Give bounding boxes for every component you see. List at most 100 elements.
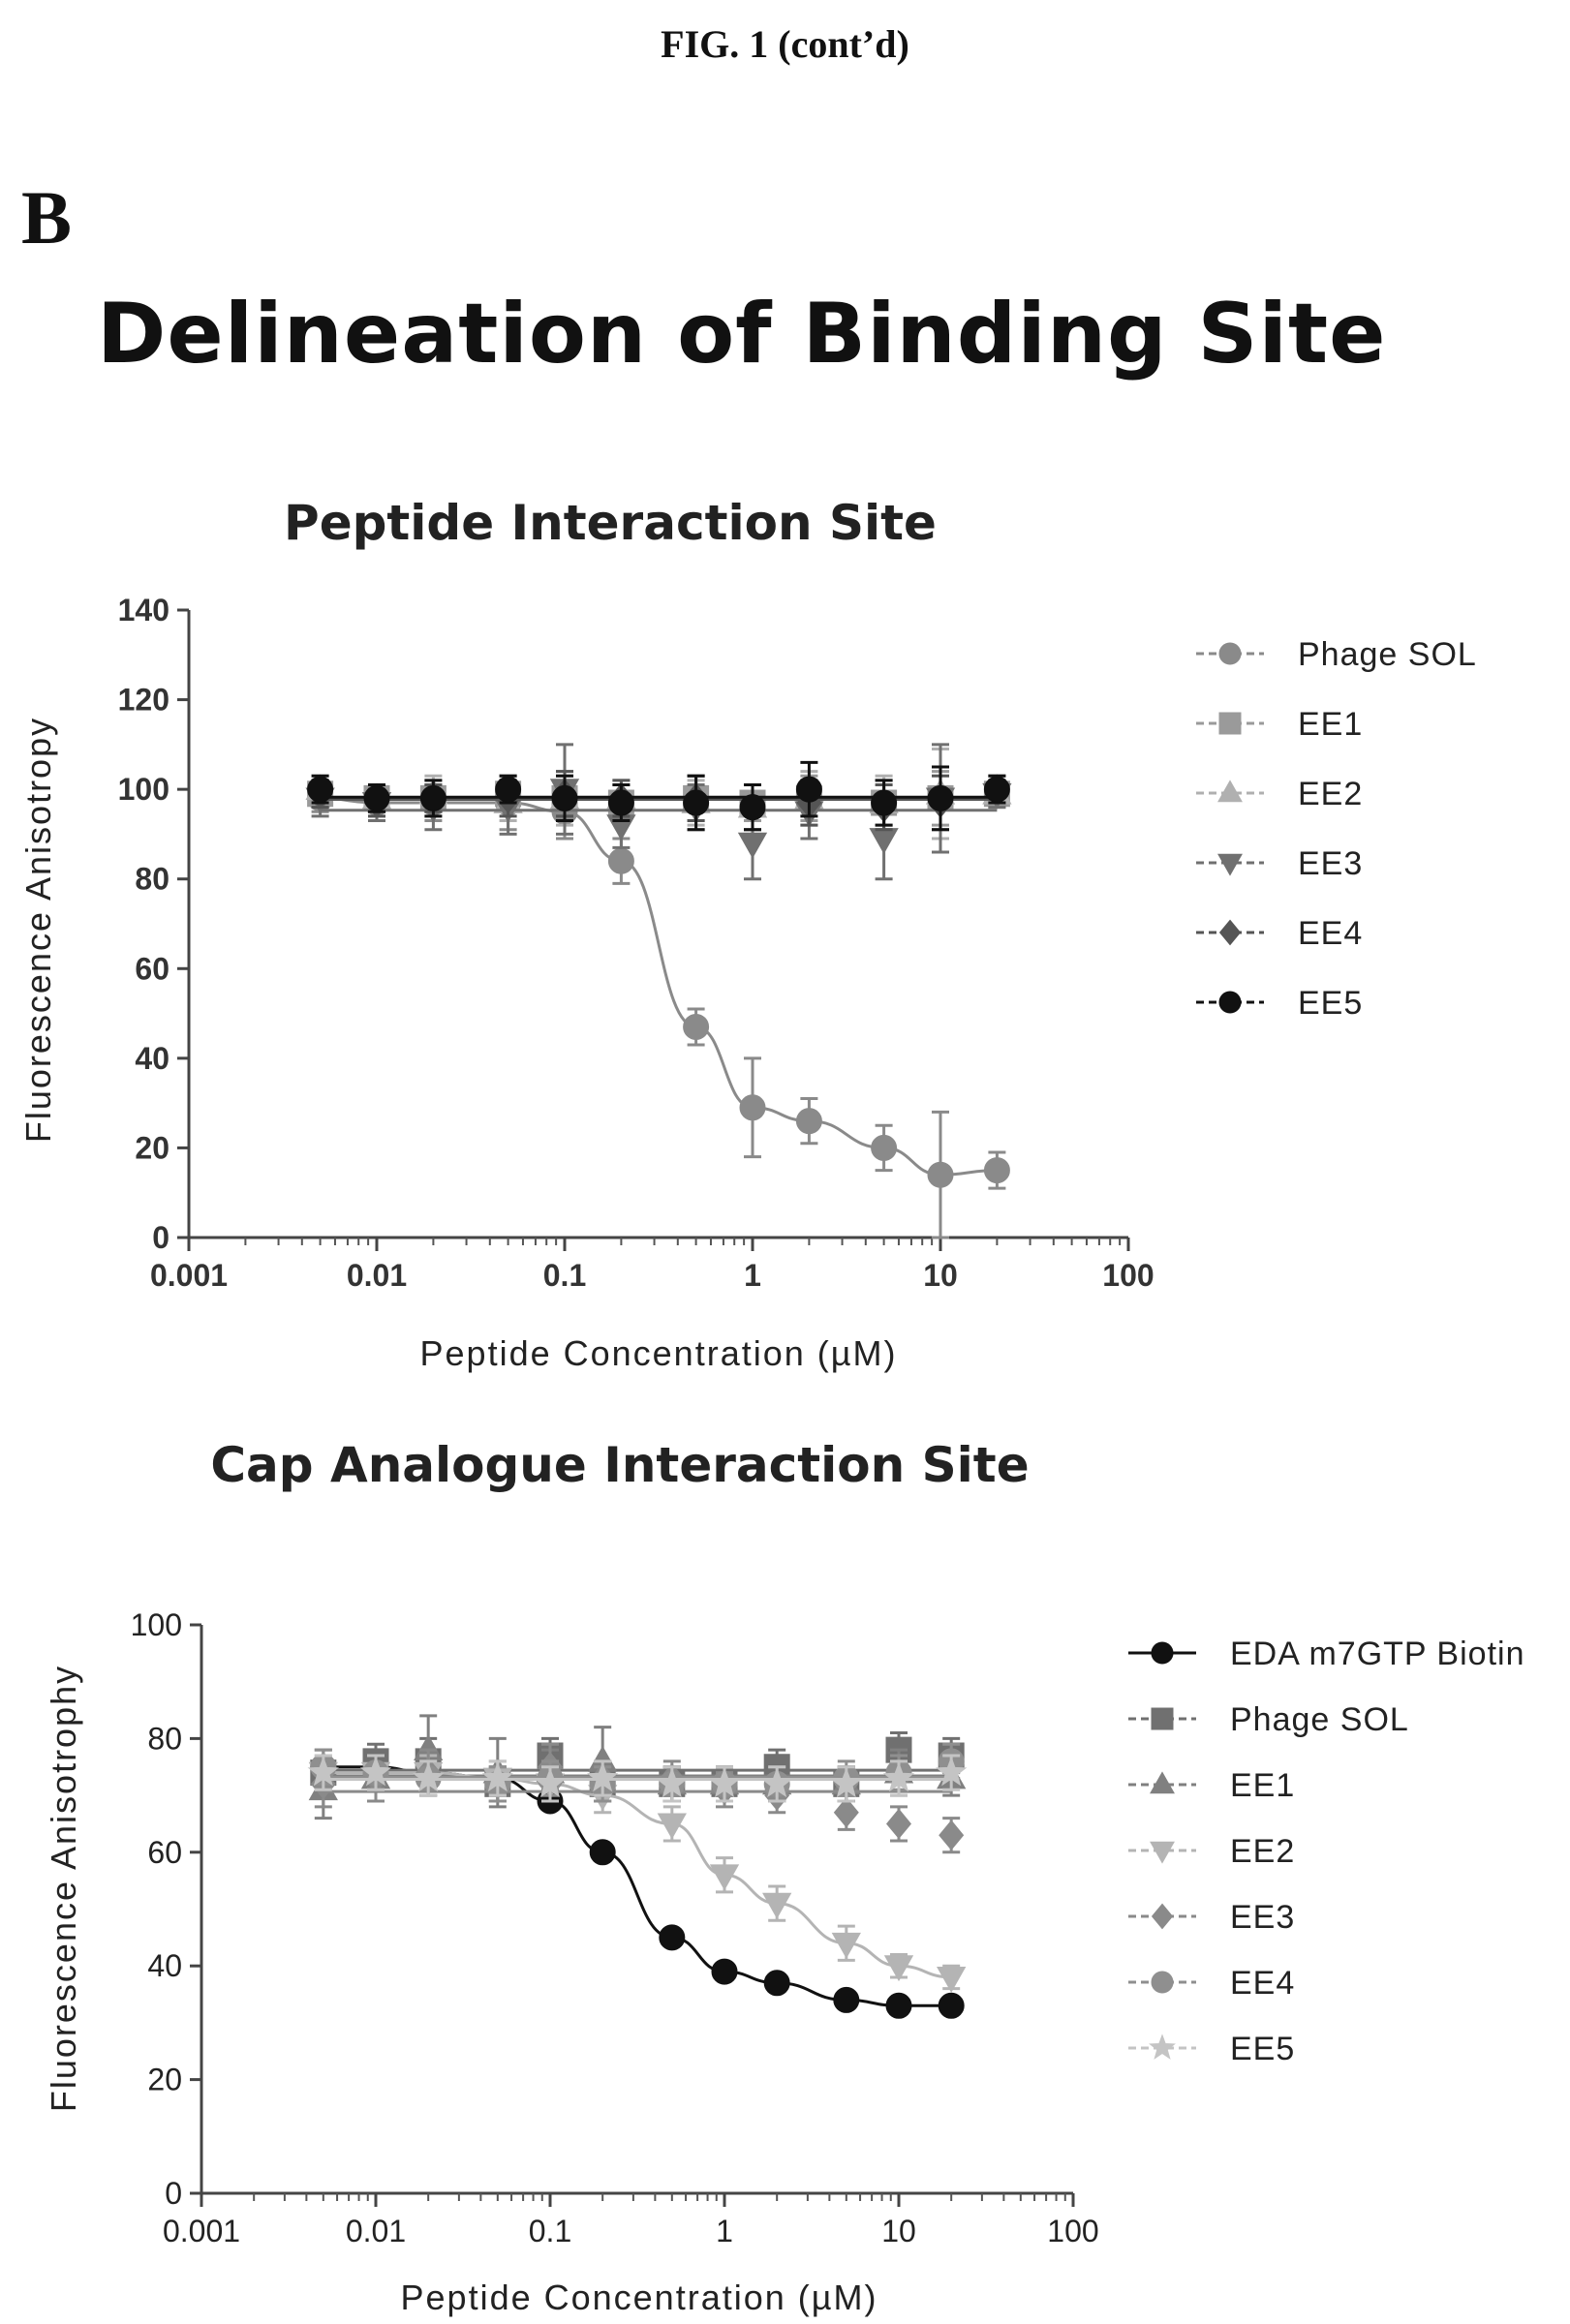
- series-ee5: [307, 1754, 968, 1803]
- data-point: [763, 1970, 790, 1997]
- data-point: [935, 1756, 968, 1787]
- data-point: [481, 1761, 514, 1792]
- x-axis-label: Peptide Concentration (µM): [401, 2278, 878, 2317]
- data-point: [830, 1767, 863, 1798]
- data-point: [983, 776, 1010, 803]
- data-point: [586, 1761, 619, 1792]
- y-axis-label: Fluorescence Anisotropy: [18, 717, 58, 1143]
- data-point: [589, 1839, 616, 1866]
- data-point: [607, 789, 634, 816]
- legend-item: EE2: [1196, 776, 1363, 812]
- legend-item: EE5: [1196, 985, 1363, 1022]
- y-tick-label: 40: [147, 1948, 182, 1983]
- figure-label: FIG. 1 (cont’d): [661, 22, 909, 66]
- data-point: [534, 1767, 567, 1798]
- data-point: [833, 1986, 860, 2013]
- series-ee3: [310, 1742, 965, 1854]
- legend-marker: [1151, 1903, 1174, 1930]
- legend-label: EE5: [1298, 985, 1363, 1022]
- y-tick-label: 120: [118, 683, 169, 718]
- legend-item: EE2: [1128, 1833, 1295, 1870]
- chart-title: Peptide Interaction Site: [284, 495, 937, 551]
- legend-item: EE1: [1196, 706, 1363, 743]
- peptide-interaction-chart: Peptide Interaction Site 0 20 40 60 80 100 120…: [18, 495, 1476, 1373]
- x-tick-label: 0.001: [150, 1258, 228, 1293]
- legend-label: EE1: [1298, 706, 1363, 743]
- x-tick-label: 0.001: [163, 2214, 240, 2248]
- legend-item: EE4: [1128, 1965, 1295, 2002]
- data-point: [495, 776, 522, 803]
- data-point: [927, 784, 954, 811]
- x-tick-label: 10: [881, 2214, 916, 2248]
- data-point: [551, 784, 578, 811]
- legend-marker: [1218, 991, 1242, 1014]
- legend-marker: [1150, 1841, 1175, 1864]
- legend-label: Phage SOL: [1230, 1701, 1409, 1738]
- data-point: [871, 1134, 898, 1161]
- legend-label: EE5: [1230, 2031, 1295, 2067]
- legend-label: EE1: [1230, 1767, 1295, 1804]
- y-tick-label: 80: [135, 862, 169, 897]
- legend-label: EE3: [1298, 845, 1363, 882]
- data-point: [711, 1958, 738, 1985]
- x-tick-label: 0.1: [543, 1258, 586, 1293]
- legend-label: EE2: [1230, 1833, 1295, 1870]
- y-tick-label: 20: [135, 1130, 169, 1165]
- x-axis-label: Peptide Concentration (µM): [420, 1333, 898, 1373]
- y-tick-label: 100: [131, 1607, 182, 1642]
- data-point: [886, 1808, 911, 1840]
- data-point: [885, 1992, 912, 2019]
- data-point: [939, 1819, 965, 1850]
- fit-line: [323, 1765, 952, 2007]
- legend-marker: [1149, 2034, 1176, 2060]
- data-point: [938, 1992, 965, 2019]
- series-eda-m7gtp-biotin: [310, 1754, 965, 2019]
- data-point: [762, 1892, 792, 1919]
- data-point: [831, 1932, 861, 1959]
- data-point: [307, 776, 334, 803]
- legend-marker: [1151, 1707, 1174, 1730]
- series-ee1: [308, 1714, 967, 1820]
- data-point: [927, 1161, 954, 1188]
- series-ee3: [305, 743, 1012, 881]
- x-tick-label: 0.01: [346, 2214, 406, 2248]
- data-point: [363, 784, 390, 811]
- series-ee2: [305, 747, 1012, 841]
- legend-item: EE3: [1128, 1899, 1294, 1936]
- data-point: [737, 832, 768, 859]
- legend-item: EE1: [1128, 1767, 1295, 1804]
- x-tick-label: 100: [1102, 1258, 1154, 1293]
- data-point: [795, 776, 822, 803]
- y-tick-label: 20: [147, 2063, 182, 2097]
- y-tick-label: 100: [118, 772, 169, 807]
- legend-marker: [1150, 1771, 1175, 1794]
- data-point: [833, 1796, 859, 1828]
- y-tick-label: 60: [147, 1835, 182, 1870]
- legend-item: EE3: [1196, 845, 1363, 882]
- legend-marker: [1218, 919, 1242, 946]
- x-tick-label: 1: [744, 1258, 761, 1293]
- data-point: [656, 1767, 689, 1798]
- x-tick-label: 100: [1047, 2214, 1098, 2248]
- x-tick-label: 0.1: [529, 2214, 571, 2248]
- x-tick-label: 10: [923, 1258, 958, 1293]
- panel-letter: B: [21, 175, 73, 260]
- data-point: [607, 847, 634, 874]
- data-point: [871, 789, 898, 816]
- legend-label: EE4: [1230, 1965, 1295, 2002]
- y-axis-label: Fluorescence Anisotrophy: [44, 1665, 83, 2112]
- legend-marker: [1151, 1641, 1174, 1665]
- y-tick-label: 60: [135, 951, 169, 986]
- legend-marker: [1217, 780, 1243, 803]
- series-ee4: [307, 770, 1010, 832]
- y-tick-label: 140: [118, 593, 169, 627]
- y-tick-label: 0: [152, 1220, 169, 1255]
- data-point: [657, 1813, 687, 1840]
- series-ee5: [307, 760, 1010, 832]
- data-point: [359, 1756, 392, 1787]
- legend-marker: [1218, 712, 1242, 735]
- fit-line: [320, 796, 998, 1177]
- legend-label: EE2: [1298, 776, 1363, 812]
- y-tick-label: 0: [165, 2176, 182, 2211]
- data-point: [983, 1157, 1010, 1184]
